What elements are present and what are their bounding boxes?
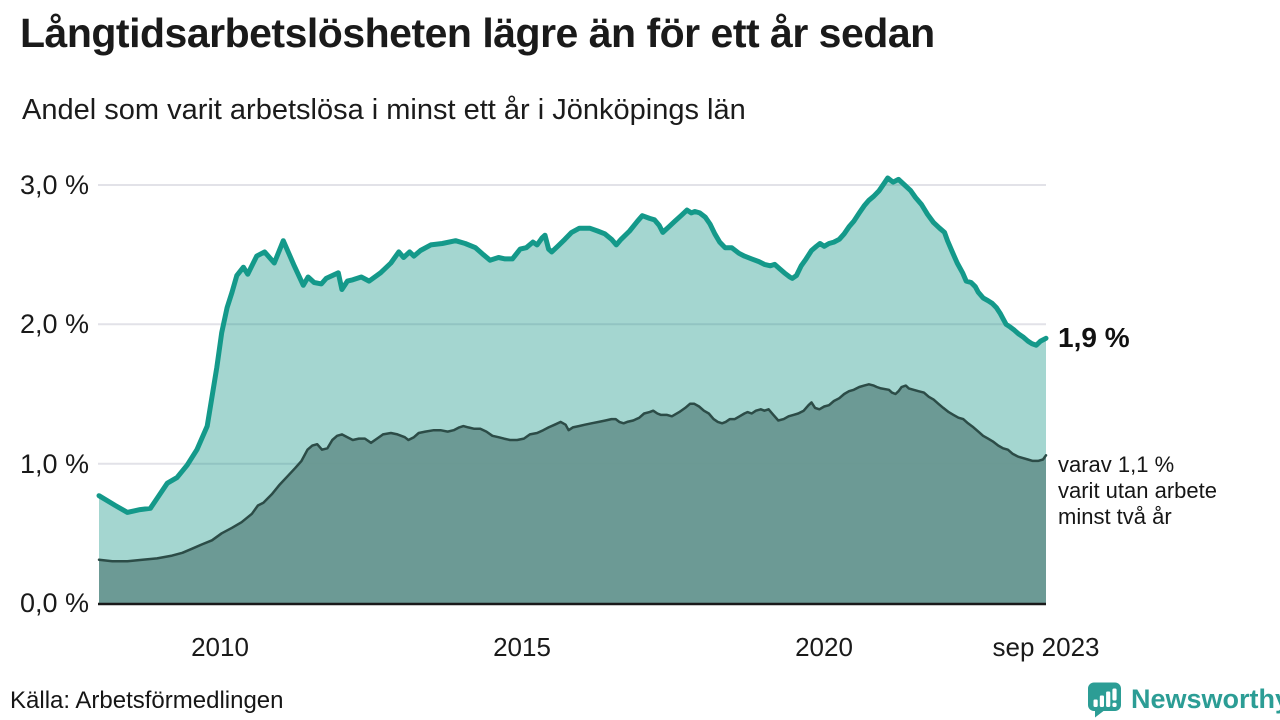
chart-subtitle: Andel som varit arbetslösa i minst ett å… — [22, 94, 746, 126]
two-year-annotation: varav 1,1 % varit utan arbete minst två … — [1058, 452, 1217, 529]
newsworthy-bubble-chart-icon — [1086, 681, 1123, 718]
newsworthy-wordmark: Newsworthy — [1131, 684, 1280, 714]
latest-value-annotation: 1,9 % — [1058, 322, 1130, 353]
chart-title: Långtidsarbetslösheten lägre än för ett … — [20, 10, 935, 56]
source-label: Källa: Arbetsförmedlingen — [10, 687, 284, 714]
newsworthy-logo: Newsworthy — [1086, 681, 1280, 718]
